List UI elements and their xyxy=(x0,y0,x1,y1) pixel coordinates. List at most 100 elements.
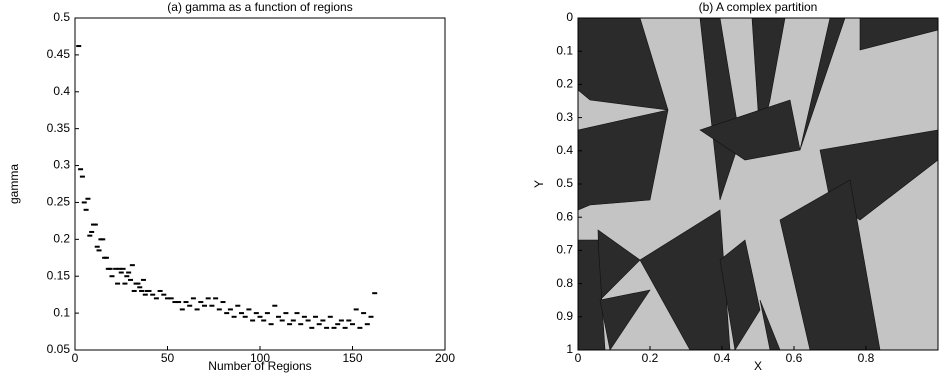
y-tick-label: 0.3 xyxy=(556,110,573,124)
point xyxy=(107,267,113,270)
x-tick-label: 0 xyxy=(575,351,582,365)
point xyxy=(316,323,322,326)
point xyxy=(94,245,100,248)
point xyxy=(78,168,84,171)
point xyxy=(290,319,296,322)
axes-frame xyxy=(74,17,446,351)
x-tick-label: 0.8 xyxy=(858,351,875,365)
point xyxy=(231,315,237,318)
point xyxy=(283,312,289,315)
point xyxy=(161,293,167,296)
y-tick-label: 0.1 xyxy=(53,305,70,319)
point xyxy=(92,223,98,226)
point xyxy=(213,297,219,300)
point xyxy=(137,286,143,289)
point xyxy=(313,315,318,318)
point xyxy=(301,315,307,318)
point xyxy=(324,326,330,329)
point xyxy=(235,304,241,307)
point xyxy=(239,312,244,315)
y-tick-label: 0.15 xyxy=(47,268,71,282)
y-tick-label: 0.1 xyxy=(556,43,573,57)
point xyxy=(253,312,259,315)
y-tick-label: 0.3 xyxy=(53,158,70,172)
x-tick-label: 100 xyxy=(250,351,270,365)
y-tick-label: 0.5 xyxy=(556,176,573,190)
point xyxy=(350,323,355,326)
point xyxy=(128,278,133,281)
point xyxy=(320,319,326,322)
point xyxy=(85,197,91,200)
point xyxy=(368,315,374,318)
point xyxy=(165,297,170,300)
point xyxy=(179,308,185,311)
point xyxy=(187,304,193,307)
x-axis-label: Number of Regions xyxy=(208,359,311,373)
point xyxy=(216,308,222,311)
y-tick-label: 1 xyxy=(566,342,573,356)
point xyxy=(361,312,367,315)
point xyxy=(298,323,304,326)
point xyxy=(131,289,137,292)
point xyxy=(264,312,270,315)
point xyxy=(250,319,256,322)
y-tick-label: 0.2 xyxy=(53,232,70,246)
point xyxy=(142,293,148,296)
point xyxy=(157,289,163,292)
point xyxy=(364,323,370,326)
point xyxy=(242,315,248,318)
point xyxy=(153,297,159,300)
x-axis-label: X xyxy=(754,359,762,373)
point xyxy=(183,301,189,304)
point xyxy=(205,297,211,300)
x-tick-label: 0.6 xyxy=(786,351,803,365)
x-tick-label: 150 xyxy=(342,351,362,365)
point xyxy=(268,323,274,326)
point xyxy=(224,312,230,315)
x-tick-label: 0.2 xyxy=(642,351,659,365)
y-tick-label: 0.8 xyxy=(556,276,573,290)
point xyxy=(190,297,196,300)
y-tick-label: 0 xyxy=(566,10,573,24)
point xyxy=(89,230,95,233)
point xyxy=(338,319,344,322)
point xyxy=(272,304,278,307)
y-tick-label: 0.4 xyxy=(556,143,573,157)
point xyxy=(96,249,102,252)
point xyxy=(257,315,263,318)
y-tick-label: 0.2 xyxy=(556,77,573,91)
point xyxy=(100,238,106,241)
partition-regions xyxy=(577,17,939,351)
point xyxy=(146,289,152,292)
point xyxy=(79,175,85,178)
chart-title: (a) gamma as a function of regions xyxy=(167,0,352,14)
point xyxy=(150,293,156,296)
y-tick-label: 0.05 xyxy=(47,342,71,356)
x-tick-label: 0.4 xyxy=(714,351,731,365)
point xyxy=(346,319,352,322)
point xyxy=(357,326,363,329)
point xyxy=(120,267,126,270)
point xyxy=(294,312,300,315)
point xyxy=(135,282,141,285)
point xyxy=(279,319,285,322)
point xyxy=(103,256,109,259)
y-tick-label: 0.45 xyxy=(47,47,71,61)
x-tick-label: 50 xyxy=(161,351,175,365)
point xyxy=(168,297,174,300)
point xyxy=(261,319,267,322)
y-tick-label: 0.7 xyxy=(556,243,573,257)
point xyxy=(276,315,281,318)
point xyxy=(309,326,315,329)
point xyxy=(372,292,378,295)
point xyxy=(327,315,333,318)
point xyxy=(129,264,135,267)
point xyxy=(124,275,130,278)
point xyxy=(139,289,145,292)
point xyxy=(176,301,182,304)
point xyxy=(116,267,122,270)
point xyxy=(194,308,200,311)
point xyxy=(202,304,207,307)
point xyxy=(113,267,119,270)
